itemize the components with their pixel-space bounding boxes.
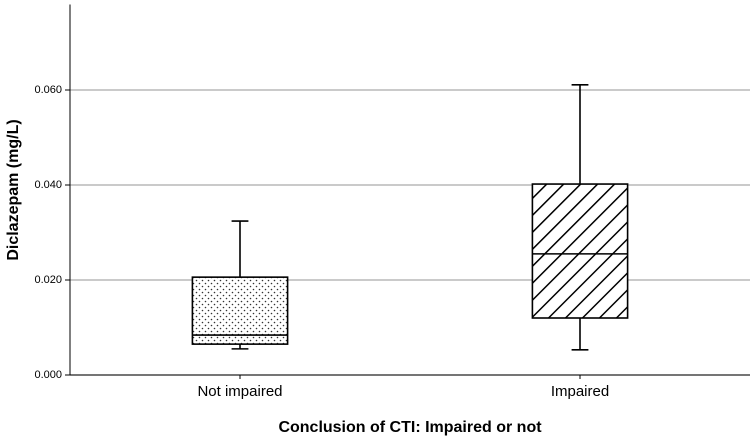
y-tick-label: 0.020 (34, 274, 62, 286)
box (191, 276, 289, 345)
y-tick-label: 0.040 (34, 179, 62, 191)
x-tick-label: Impaired (551, 383, 609, 400)
y-tick-label: 0.060 (34, 84, 62, 96)
box (531, 183, 629, 319)
x-axis-title: Conclusion of CTI: Impaired or not (278, 419, 542, 436)
y-tick-label: 0.000 (34, 369, 62, 381)
x-tick-label: Not impaired (197, 383, 282, 400)
y-axis-title: Diclazepam (mg/L) (5, 119, 22, 260)
